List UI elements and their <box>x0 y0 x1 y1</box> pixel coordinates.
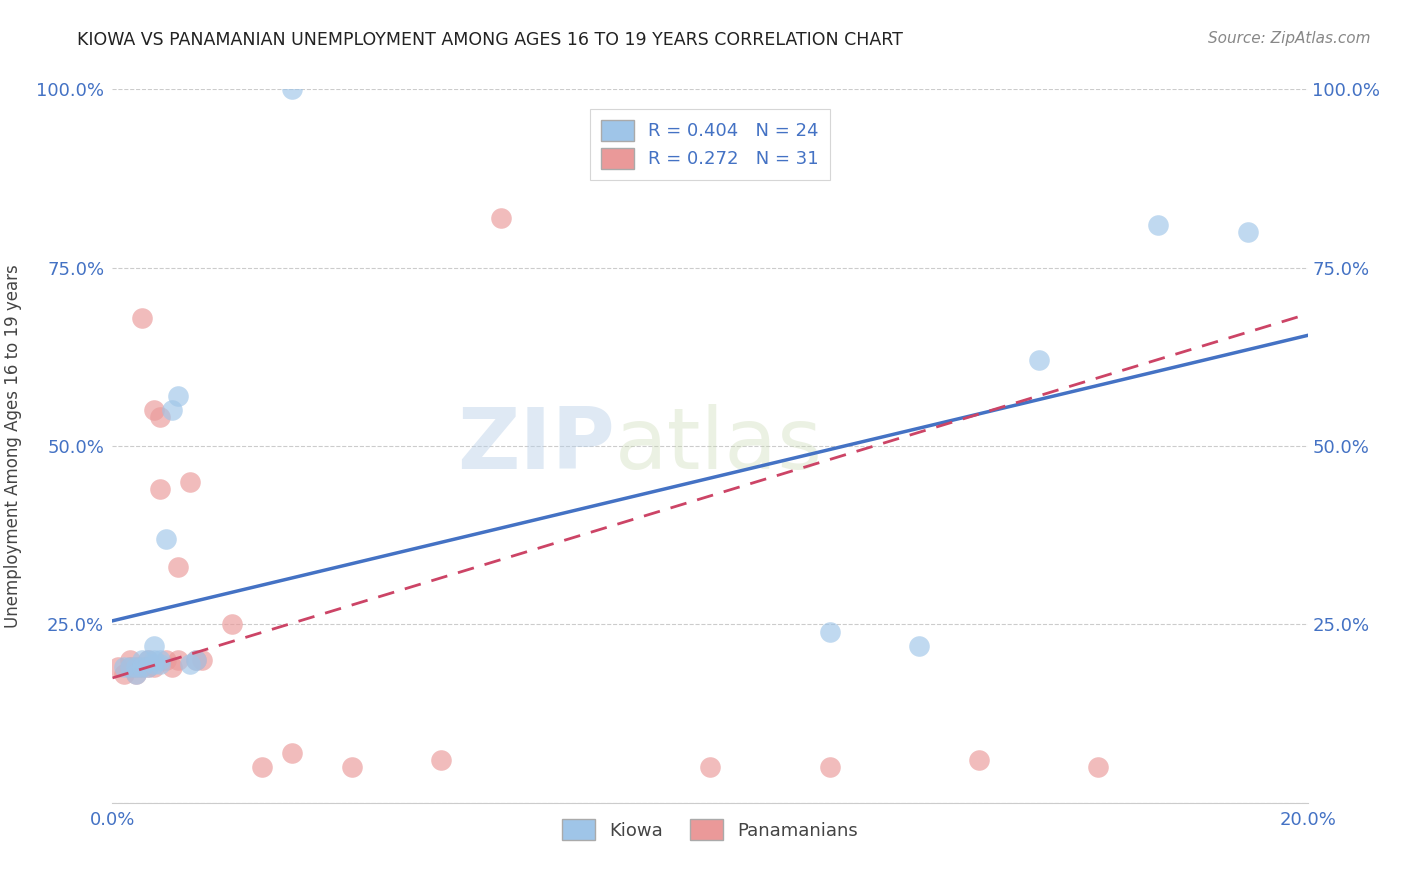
Point <box>143 639 166 653</box>
Point <box>143 403 166 417</box>
Point <box>162 403 183 417</box>
Text: ZIP: ZIP <box>457 404 614 488</box>
Point <box>155 653 177 667</box>
Point <box>149 653 172 667</box>
Point <box>120 660 142 674</box>
Point <box>167 653 190 667</box>
Point <box>179 657 201 671</box>
Point <box>1237 225 1260 239</box>
Point <box>131 660 153 674</box>
Point <box>818 760 841 774</box>
Y-axis label: Unemployment Among Ages 16 to 19 years: Unemployment Among Ages 16 to 19 years <box>4 264 22 628</box>
Point <box>1028 353 1050 368</box>
Point <box>131 310 153 325</box>
Point <box>430 753 453 767</box>
Point <box>125 667 148 681</box>
Point <box>107 660 129 674</box>
Point <box>818 624 841 639</box>
Point <box>167 560 190 574</box>
Point <box>186 653 208 667</box>
Point <box>340 760 363 774</box>
Point <box>186 653 208 667</box>
Point <box>967 753 990 767</box>
Point <box>149 657 172 671</box>
Text: KIOWA VS PANAMANIAN UNEMPLOYMENT AMONG AGES 16 TO 19 YEARS CORRELATION CHART: KIOWA VS PANAMANIAN UNEMPLOYMENT AMONG A… <box>77 31 903 49</box>
Point <box>120 660 142 674</box>
Point <box>155 532 177 546</box>
Point <box>131 653 153 667</box>
Point <box>138 660 160 674</box>
Point <box>221 617 243 632</box>
Point <box>191 653 214 667</box>
Text: Source: ZipAtlas.com: Source: ZipAtlas.com <box>1208 31 1371 46</box>
Point <box>250 760 273 774</box>
Point <box>138 653 160 667</box>
Point <box>1087 760 1109 774</box>
Point <box>908 639 931 653</box>
Point <box>125 660 148 674</box>
Text: atlas: atlas <box>614 404 823 488</box>
Point <box>143 653 166 667</box>
Point <box>114 660 135 674</box>
Point <box>281 746 304 760</box>
Point <box>138 660 160 674</box>
Point <box>281 82 304 96</box>
Point <box>120 653 142 667</box>
Point <box>131 660 153 674</box>
Point <box>699 760 721 774</box>
Point <box>149 410 172 425</box>
Point <box>125 667 148 681</box>
Point <box>179 475 201 489</box>
Point <box>1147 218 1170 232</box>
Point <box>149 482 172 496</box>
Point <box>114 667 135 681</box>
Point <box>162 660 183 674</box>
Point <box>143 660 166 674</box>
Point <box>143 657 166 671</box>
Point <box>167 389 190 403</box>
Point <box>489 211 512 225</box>
Legend: Kiowa, Panamanians: Kiowa, Panamanians <box>555 812 865 847</box>
Point <box>138 653 160 667</box>
Point <box>125 660 148 674</box>
